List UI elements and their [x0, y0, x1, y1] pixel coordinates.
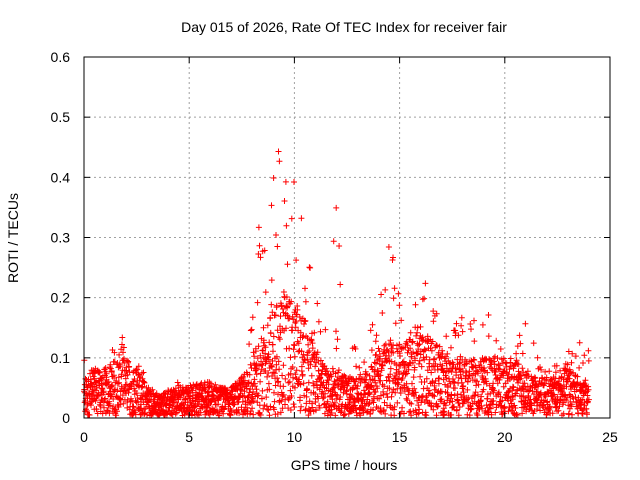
x-tick-label: 0: [80, 429, 88, 445]
plot-frame: [83, 56, 611, 419]
chart-title: Day 015 of 2026, Rate Of TEC Index for r…: [181, 19, 507, 35]
x-tick-label: 20: [497, 429, 513, 445]
y-tick-label: 0.3: [51, 230, 71, 246]
y-tick-label: 0.4: [51, 169, 71, 185]
y-tick-label: 0.5: [51, 109, 71, 125]
y-tick-label: 0: [62, 410, 70, 426]
y-tick-label: 0.1: [51, 350, 71, 366]
data-points: [81, 148, 592, 419]
y-axis-label: ROTI / TECUs: [5, 193, 21, 283]
y-tick-label: 0.2: [51, 290, 71, 306]
axis-ticks: 0 5 10 15 20 25 0 0.1 0.2 0.3 0.4 0.5 0.6: [51, 49, 618, 445]
y-tick-label: 0.6: [51, 49, 71, 65]
x-axis-label: GPS time / hours: [291, 457, 398, 473]
x-tick-label: 25: [602, 429, 618, 445]
x-tick-label: 5: [185, 429, 193, 445]
roti-points: [81, 148, 592, 419]
x-tick-label: 15: [392, 429, 408, 445]
x-tick-label: 10: [287, 429, 303, 445]
grid-lines: [84, 57, 610, 418]
